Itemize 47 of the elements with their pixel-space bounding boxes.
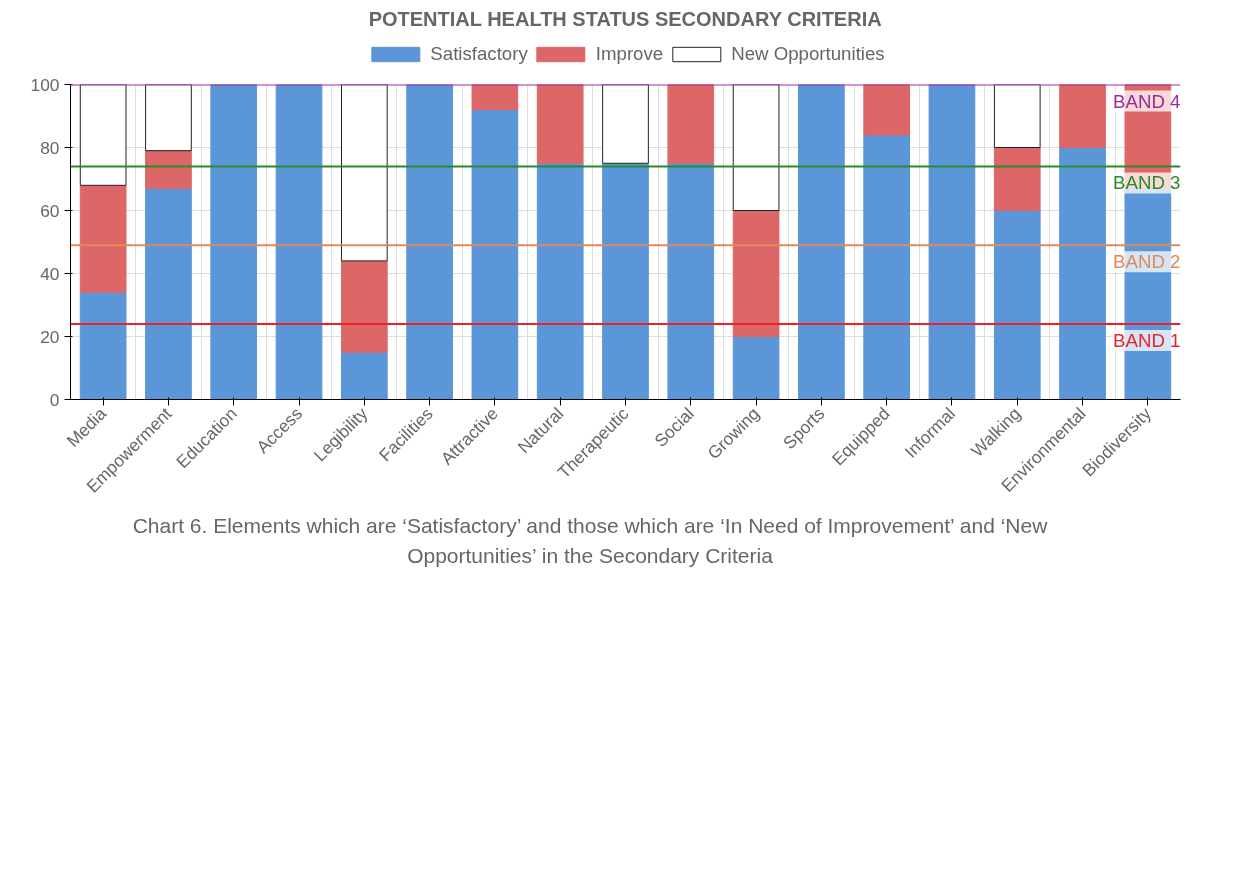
bar — [993, 84, 1041, 148]
bar — [863, 84, 911, 136]
bar — [1059, 147, 1106, 400]
y-tick-label: 40 — [40, 263, 60, 284]
y-tick-label: 0 — [49, 389, 60, 410]
bar — [993, 210, 1041, 400]
y-tick-label: 60 — [40, 200, 60, 221]
bar — [340, 84, 388, 262]
bar — [145, 150, 192, 189]
bar — [667, 162, 715, 400]
legend-label: New Opportunities — [731, 43, 885, 65]
bar — [406, 84, 453, 400]
bar — [602, 84, 649, 164]
bar — [732, 336, 780, 400]
bar — [732, 84, 780, 211]
bar — [340, 260, 388, 353]
caption: Chart 6. Elements which are ‘Satisfactory’ and those which are ‘In Need of Improvement’ and ‘New Opportunities’ in the Secondary Criteria — [131, 513, 1049, 569]
bar — [536, 162, 584, 400]
ref-line-label: BAND 4 — [1113, 90, 1181, 112]
bar — [993, 147, 1041, 211]
bar — [79, 184, 127, 293]
bar — [732, 210, 780, 337]
y-tick-label: 20 — [40, 326, 60, 347]
legend-label: Satisfactory — [430, 43, 528, 65]
y-tick-label: 80 — [40, 137, 60, 158]
ref-line-label: BAND 3 — [1113, 172, 1181, 194]
bar — [1059, 84, 1106, 148]
bar — [79, 291, 127, 400]
ref-line-label: BAND 2 — [1113, 251, 1181, 273]
bar — [79, 84, 127, 186]
bar — [471, 109, 519, 400]
bar — [275, 84, 323, 400]
bar — [863, 134, 911, 400]
bar — [340, 351, 388, 400]
y-tick-label: 100 — [30, 74, 60, 95]
bar — [798, 84, 845, 400]
chart-title: POTENTIAL HEALTH STATUS SECONDARY CRITERIA — [368, 7, 882, 30]
bar — [602, 162, 649, 400]
bar — [536, 84, 584, 164]
bar — [667, 84, 715, 164]
bar — [145, 187, 192, 400]
legend-label: Improve — [595, 43, 664, 65]
bar — [471, 84, 519, 111]
ref-line-label: BAND 1 — [1113, 329, 1181, 351]
bar — [145, 84, 192, 152]
bar — [210, 84, 258, 400]
bar — [928, 84, 976, 400]
